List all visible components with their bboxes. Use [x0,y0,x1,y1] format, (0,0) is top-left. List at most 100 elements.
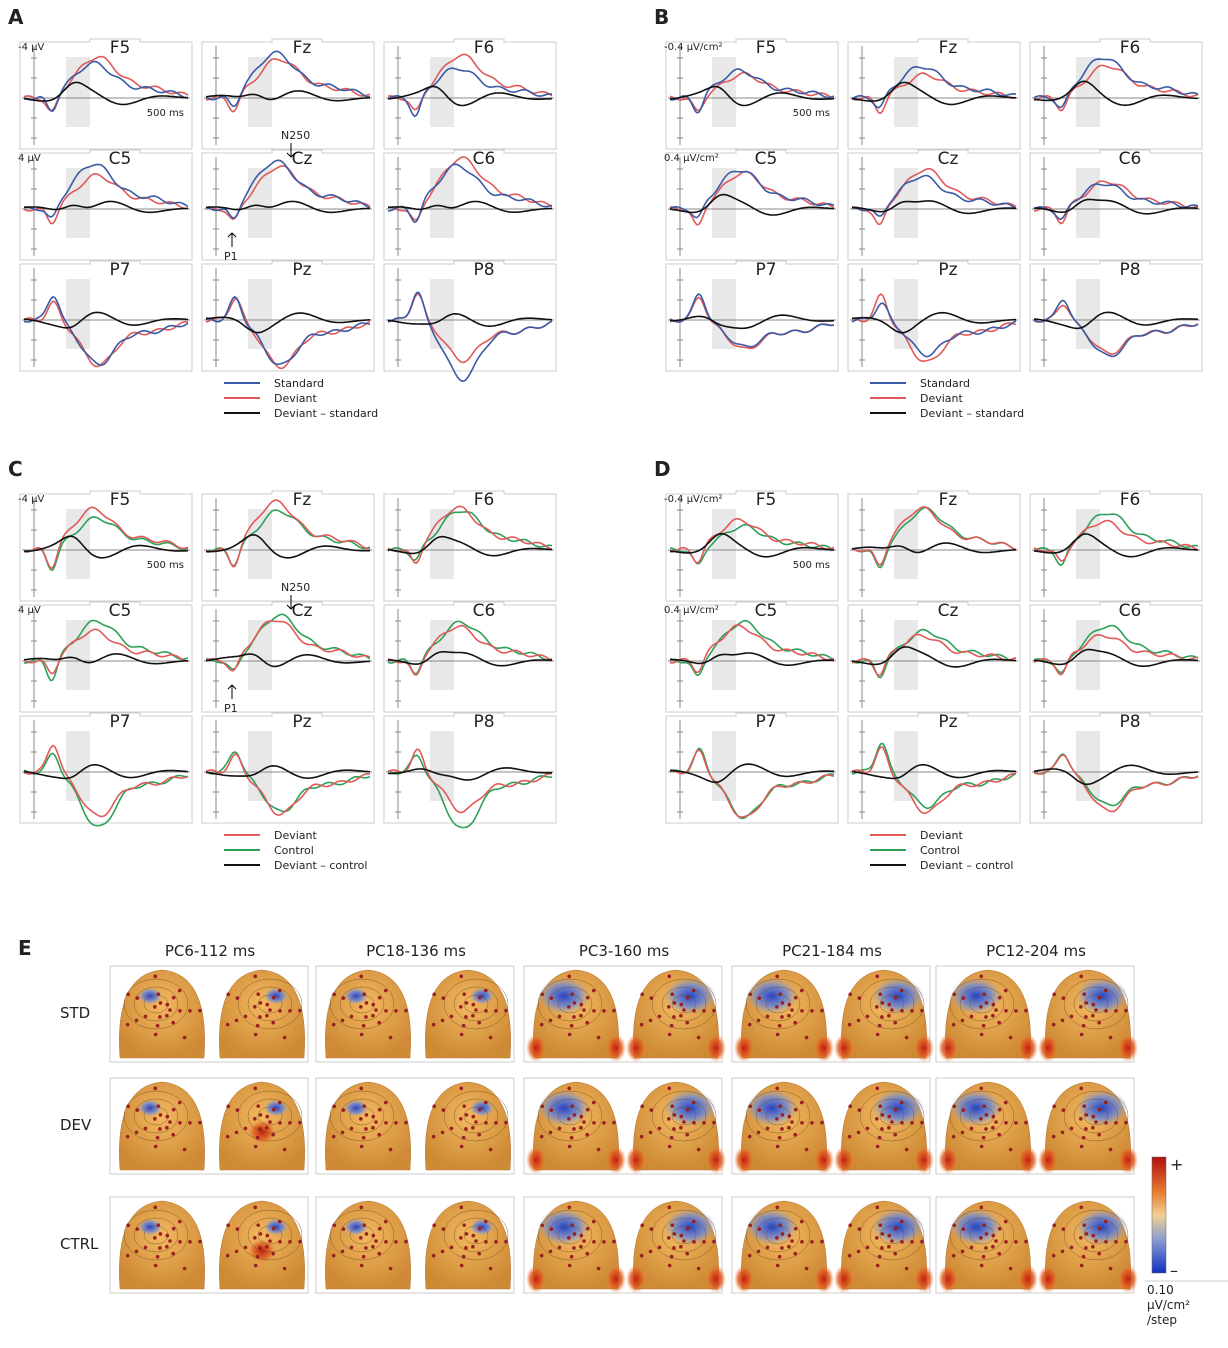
electrode-dot [787,1003,791,1007]
electrode-dot [881,1232,885,1236]
electrode-dot [668,1264,672,1268]
electrode-dot [952,993,956,997]
electrode-box [20,150,192,260]
electrode-dot [766,1127,770,1131]
electrode-dot [800,1121,804,1125]
electrode-dot [573,1232,577,1236]
electrode-dot [670,1024,674,1028]
electrode-dot [887,1014,891,1018]
electrode-dot [332,993,336,997]
electrode-dot [579,1003,583,1007]
waveform [206,201,370,212]
electrode-dot [820,1240,824,1244]
electrode-dot [692,1220,696,1224]
electrode-dot [597,1148,601,1152]
electrode-dot [254,1145,258,1149]
electrode-dot [858,1227,862,1231]
electrode-dot [910,1009,914,1013]
electrode-dot [692,1240,696,1244]
electrode-dot [550,1227,554,1231]
electrode-dot [887,1245,891,1249]
electrode-dot [787,1126,791,1130]
ear [706,1265,726,1293]
waveform [388,164,552,222]
electrode-dot [178,1009,182,1013]
electrode-dot [471,1245,475,1249]
electrode-dot [198,1240,202,1244]
electrode-dot [982,1223,986,1227]
electrode-dot [278,1121,282,1125]
time-label: 500 ms [147,560,184,571]
electrode-dot [364,1015,368,1019]
waveform [1034,81,1198,105]
electrode-dot [364,1127,368,1131]
electrode-dot [998,1108,1002,1112]
electrode-dot [268,1239,272,1243]
electrode-dot [1052,1224,1056,1228]
electrode-dot [893,1021,897,1025]
electrode-dot [670,992,674,996]
electrode-dot [172,1227,176,1231]
electrode-dot [1124,1240,1128,1244]
electrode-dot [597,1036,601,1040]
electrode-dot [875,1236,879,1240]
electrode-dot [984,1015,988,1019]
electrode-dot [332,1023,336,1027]
ear [1038,1146,1058,1174]
waveform [388,68,552,116]
electrode-dot [582,1008,586,1012]
electrode-dot [474,1120,478,1124]
electrode-dot [878,1024,882,1028]
electrode-label: Fz [293,490,312,510]
arrow [228,685,236,699]
electrode-label: F5 [110,38,131,58]
electrode-dot [673,1113,677,1117]
electrode-dot [780,1127,784,1131]
electrode-dot [667,1236,671,1240]
electrode-dot [183,1148,187,1152]
electrode-dot [359,1206,363,1210]
waveform [852,303,1016,356]
electrode-dot [712,1009,716,1013]
electrode-dot [342,1227,346,1231]
electrode-dot [1004,1121,1008,1125]
electrode-label: Pz [292,260,311,280]
electrode-dot [570,1104,574,1108]
electrode-dot [271,1133,275,1137]
electrode-dot [991,1245,995,1249]
shade [430,509,454,579]
electrode-dot [848,993,852,997]
electrode-dot [1097,1252,1101,1256]
electrode-dot [900,989,904,993]
electrode-dot [905,1148,909,1152]
electrode-dot [159,1113,163,1117]
y-top-label: -0.4 µV/cm² [664,494,723,505]
electrode-dot [384,1009,388,1013]
electrode-dot [658,1246,662,1250]
electrode-dot [848,1135,852,1139]
electrode-dot [961,1131,965,1135]
electrode-dot [876,1264,880,1268]
electrode-dot [667,1087,671,1091]
electrode-dot [572,1127,576,1131]
electrode-dot [135,1019,139,1023]
electrode-dot [374,1120,378,1124]
electrode-dot [540,1023,544,1027]
electrode-dot [612,1240,616,1244]
electrode-dot [952,1254,956,1258]
shade [894,168,918,238]
waveform [388,621,552,673]
electrode-dot [985,1232,989,1236]
electrode-dot [794,1108,798,1112]
electrode-dot [549,1131,553,1135]
electrode-dot [432,1254,436,1258]
electrode-dot [778,1104,782,1108]
electrode-dot [171,1021,175,1025]
time-label: 500 ms [147,108,184,119]
ear [834,1265,854,1293]
electrode-dot [673,1001,677,1005]
electrode-dot [640,1023,644,1027]
electrode-dot [573,1001,577,1005]
electrode-dot [359,1005,363,1009]
electrode-dot [235,1131,239,1135]
